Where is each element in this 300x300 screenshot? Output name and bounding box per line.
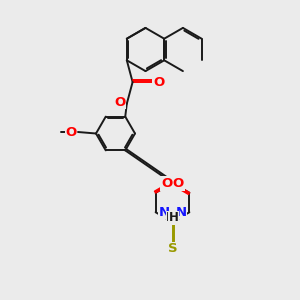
Text: O: O: [65, 125, 76, 139]
Text: H: H: [166, 211, 176, 224]
Text: O: O: [161, 177, 172, 190]
Text: N: N: [176, 206, 187, 219]
Text: N: N: [158, 206, 169, 219]
Text: H: H: [169, 211, 179, 224]
Text: O: O: [153, 76, 164, 88]
Text: O: O: [115, 96, 126, 109]
Text: S: S: [168, 242, 177, 256]
Text: O: O: [173, 177, 184, 190]
